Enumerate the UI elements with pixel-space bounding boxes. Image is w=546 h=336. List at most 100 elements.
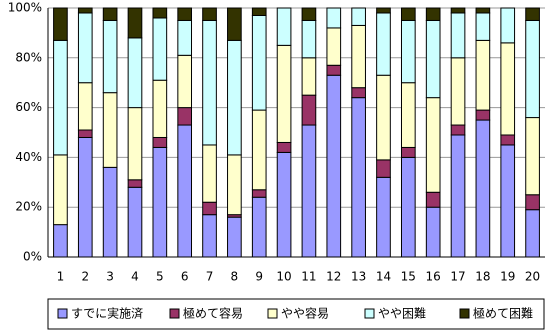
bar-segment — [425, 7, 441, 21]
bar-segment — [400, 19, 416, 84]
bar-segment — [227, 154, 242, 216]
x-tick-label: 15 — [401, 270, 416, 284]
bar-segment — [475, 12, 491, 41]
bar-segment — [77, 7, 93, 14]
x-tick-label: 12 — [326, 270, 341, 284]
bar-segment — [500, 134, 516, 146]
legend-label: 極めて容易 — [183, 306, 243, 321]
bar-segment — [450, 7, 466, 14]
bar-segment — [326, 27, 342, 66]
bar-segment — [152, 17, 168, 81]
bar-segment — [77, 129, 93, 138]
bar-segment — [450, 124, 466, 136]
bar-segment — [500, 42, 516, 136]
bar-segment — [102, 166, 118, 258]
y-tick-label: 40% — [15, 150, 42, 164]
bar-segment — [251, 189, 267, 198]
bar-segment — [202, 201, 217, 216]
bar-segment — [326, 64, 342, 76]
bar-segment — [425, 97, 441, 193]
bar-segment — [525, 19, 540, 119]
bar-segment — [202, 214, 217, 258]
bar-segment — [251, 14, 267, 111]
legend-label: すでに実施済 — [71, 306, 143, 321]
legend-label: やや容易 — [281, 306, 329, 321]
y-tick-label: 20% — [15, 200, 42, 214]
bar-segment — [251, 196, 267, 258]
bar-segment — [127, 186, 143, 258]
bar-segment — [202, 144, 217, 203]
x-tick-label: 6 — [181, 270, 189, 284]
x-tick-label: 14 — [376, 270, 391, 284]
bar-segment — [400, 7, 416, 21]
bar-segment — [177, 124, 193, 258]
bar-segment — [77, 136, 93, 258]
bar-segment — [500, 7, 516, 44]
x-tick-label: 5 — [156, 270, 164, 284]
bar-segment — [301, 7, 317, 21]
x-tick-label: 11 — [301, 270, 316, 284]
bar-segment — [177, 7, 193, 21]
x-tick-label: 17 — [450, 270, 465, 284]
bar-segment — [127, 107, 143, 181]
bar-segment — [376, 12, 391, 76]
bar-segment — [276, 7, 292, 46]
bar-segment — [425, 206, 441, 258]
bar-segment — [53, 224, 68, 258]
bar-segment — [475, 109, 491, 121]
bar-segment — [276, 44, 292, 143]
bar-segment — [127, 7, 143, 39]
bar-segment — [475, 7, 491, 14]
bar-segment — [276, 151, 292, 258]
bar-segment — [450, 12, 466, 59]
bar-segment — [525, 117, 540, 196]
y-tick-label: 0% — [23, 250, 42, 264]
bar-segment — [53, 7, 68, 41]
bar-segment — [400, 156, 416, 258]
bar-segment — [127, 179, 143, 188]
bar-segment — [351, 24, 366, 89]
legend-label: 極めて困難 — [473, 306, 533, 321]
bar-segment — [102, 92, 118, 168]
bar-segment — [376, 7, 391, 14]
x-tick-label: 9 — [255, 270, 263, 284]
bar-segment — [152, 79, 168, 138]
x-tick-label: 7 — [206, 270, 214, 284]
y-tick-label: 100% — [8, 1, 42, 15]
bar-segment — [177, 107, 193, 126]
bar-segment — [227, 7, 242, 41]
bar-segment — [53, 39, 68, 156]
y-tick-label: 60% — [15, 100, 42, 114]
bar-segment — [450, 57, 466, 126]
bar-segment — [127, 37, 143, 109]
bar-segment — [177, 54, 193, 109]
y-tick-label: 80% — [15, 50, 42, 64]
legend-swatch — [57, 308, 68, 319]
x-tick-label: 10 — [276, 270, 291, 284]
bar-segment — [301, 124, 317, 258]
bar-segment — [475, 39, 491, 111]
bar-segment — [152, 7, 168, 19]
bar-segment — [301, 57, 317, 96]
bar-segment — [227, 39, 242, 156]
bar-segment — [177, 19, 193, 56]
legend-swatch — [169, 308, 180, 319]
bar-segment — [53, 154, 68, 226]
bar-segment — [77, 82, 93, 131]
bar-segment — [202, 7, 217, 21]
bar-segment — [326, 74, 342, 258]
bar-segment — [77, 12, 93, 84]
legend-label: やや困難 — [378, 306, 426, 321]
x-tick-label: 3 — [106, 270, 114, 284]
bar-segment — [102, 19, 118, 94]
bar-segment — [102, 7, 118, 21]
x-tick-label: 18 — [475, 270, 490, 284]
bar-segment — [475, 119, 491, 258]
bar-segment — [251, 7, 267, 16]
bar-segment — [251, 109, 267, 191]
bar-segment — [400, 146, 416, 158]
legend-swatch — [459, 308, 470, 319]
bar-segment — [276, 141, 292, 153]
bar-segment — [525, 194, 540, 211]
